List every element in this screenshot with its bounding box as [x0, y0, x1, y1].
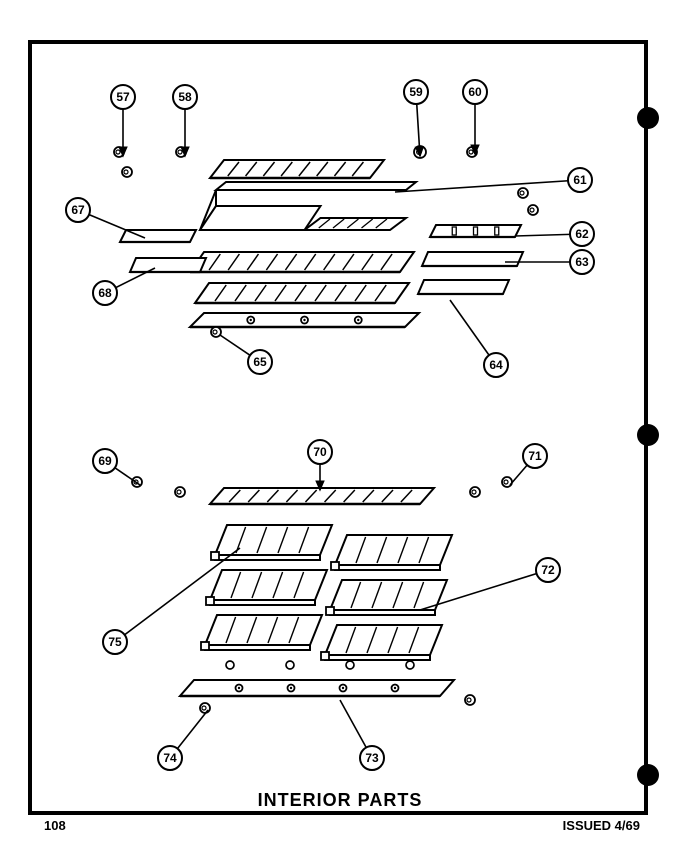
page: 57 58 59 60 61 6263 64 65 67 68 69 70 71 72 73 74 75 INT… [0, 0, 680, 842]
callout-65: 65 [247, 349, 273, 375]
issue-date: ISSUED 4/69 [563, 818, 640, 833]
callout-59: 59 [403, 79, 429, 105]
callout-71: 71 [522, 443, 548, 469]
callout-75: 75 [102, 629, 128, 655]
diagram-title: INTERIOR PARTS [0, 790, 680, 811]
callout-74: 74 [157, 745, 183, 771]
callout-69: 69 [92, 448, 118, 474]
callout-60: 60 [462, 79, 488, 105]
callout-70: 70 [307, 439, 333, 465]
callout-72: 72 [535, 557, 561, 583]
callout-64: 64 [483, 352, 509, 378]
callout-68: 68 [92, 280, 118, 306]
callout-63: 63 [569, 249, 595, 275]
callout-57: 57 [110, 84, 136, 110]
callout-67: 67 [65, 197, 91, 223]
callout-58: 58 [172, 84, 198, 110]
exploded-diagram [0, 0, 680, 842]
page-number: 108 [44, 818, 66, 833]
callout-73: 73 [359, 745, 385, 771]
callout-62: 62 [569, 221, 595, 247]
callout-61: 61 [567, 167, 593, 193]
